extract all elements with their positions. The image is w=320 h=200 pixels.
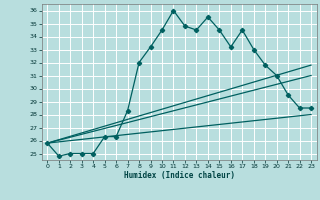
X-axis label: Humidex (Indice chaleur): Humidex (Indice chaleur) (124, 171, 235, 180)
